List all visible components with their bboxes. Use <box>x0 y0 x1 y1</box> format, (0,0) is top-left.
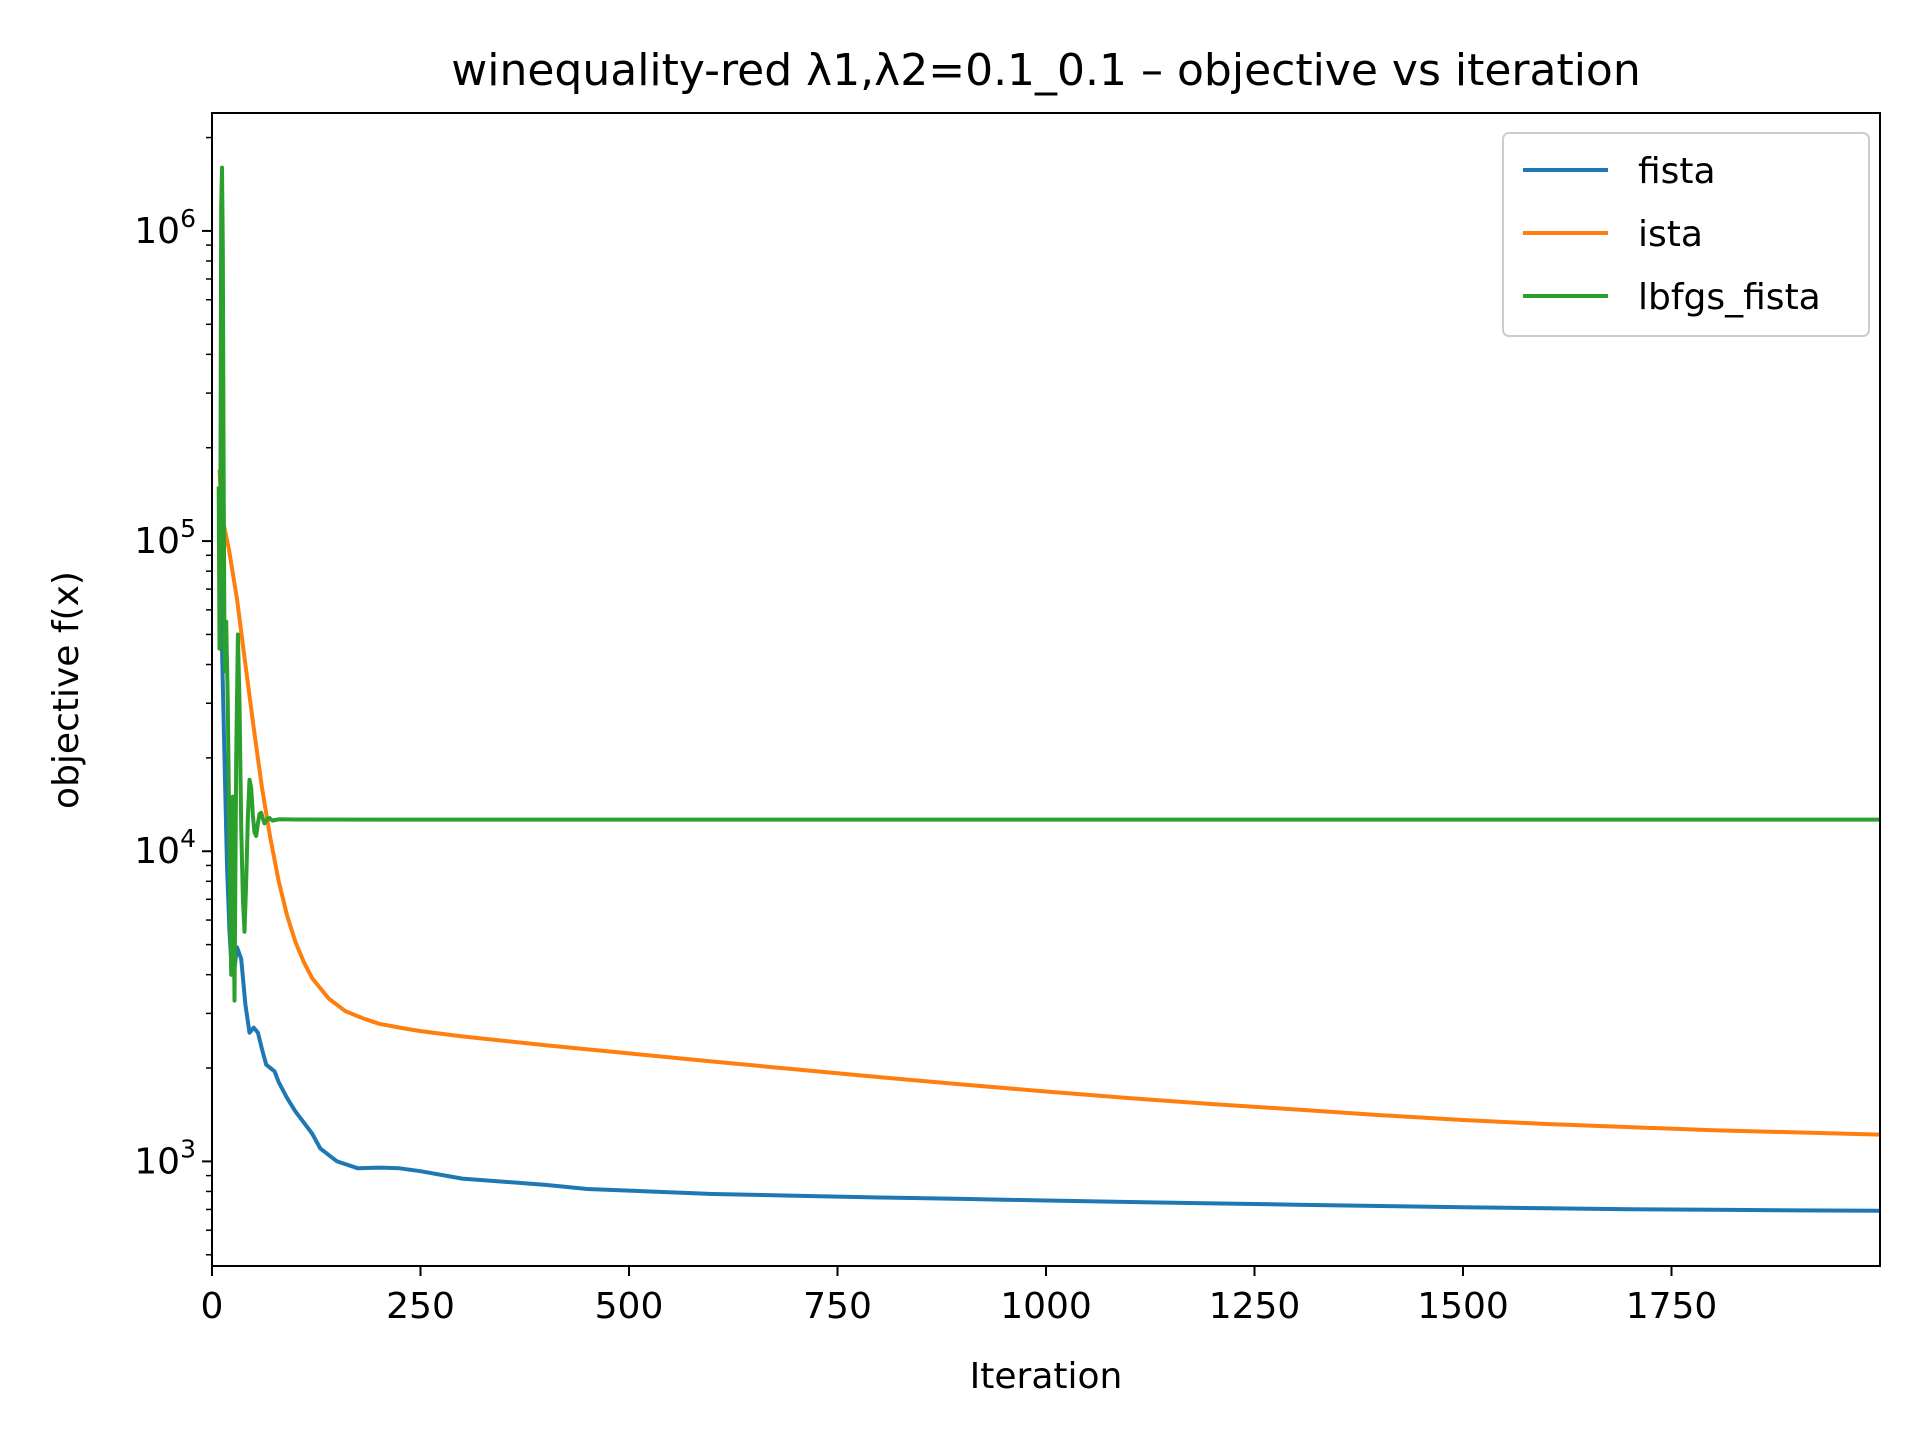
series-line-fista <box>217 541 1880 1213</box>
x-tick-label: 1000 <box>1000 1286 1092 1327</box>
x-axis-label: Iteration <box>970 1356 1123 1397</box>
x-tick-label: 500 <box>595 1286 664 1327</box>
y-tick-label: 104 <box>134 824 196 872</box>
legend-label: lbfgs_fista <box>1638 277 1821 318</box>
y-axis-label: objective f(x) <box>46 571 87 809</box>
legend-box <box>1502 132 1870 337</box>
x-tick-label: 250 <box>386 1286 455 1327</box>
y-tick-label: 103 <box>134 1134 196 1182</box>
x-tick-label: 0 <box>201 1286 224 1327</box>
x-tick-label: 750 <box>803 1286 872 1327</box>
chart-title: winequality-red λ1,λ2=0.1_0.1 – objectiv… <box>451 45 1640 96</box>
x-tick-label: 1250 <box>1209 1286 1301 1327</box>
legend: fista ista lbfgs_fista <box>1502 132 1870 337</box>
series-line-ista <box>217 469 1880 1137</box>
x-tick-label: 1750 <box>1626 1286 1718 1327</box>
x-tick-label: 1500 <box>1417 1286 1509 1327</box>
y-tick-label: 106 <box>134 204 196 252</box>
y-tick-label: 105 <box>134 514 196 562</box>
legend-label: fista <box>1638 151 1716 192</box>
y-axis-ticks: 103 104 105 106 <box>134 136 212 1256</box>
legend-label: ista <box>1638 214 1703 255</box>
series-lines <box>216 165 1880 1213</box>
series-line-lbfgs-fista <box>216 165 1880 1003</box>
x-axis-ticks: 0 250 500 750 1000 1250 1500 1750 <box>201 1266 1718 1327</box>
